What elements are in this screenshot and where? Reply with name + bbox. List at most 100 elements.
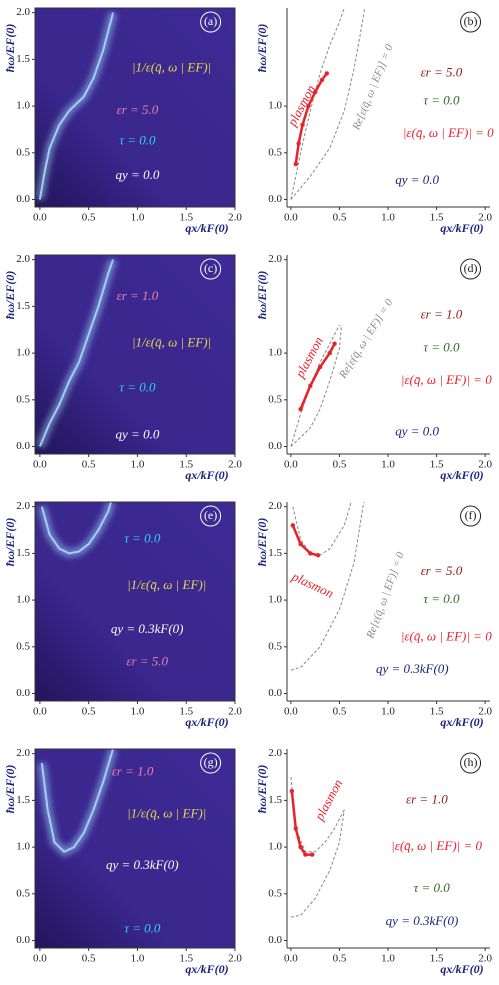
x-axis-label: qx/kF(0) — [440, 468, 483, 482]
y-tick-label: 1.5 — [268, 547, 282, 559]
x-tick-label: 1.5 — [430, 953, 444, 965]
panel-label-ring — [200, 505, 222, 527]
x-axis-label: qx/kF(0) — [185, 962, 228, 976]
ridge — [38, 259, 114, 447]
panel-label: (a) — [204, 14, 217, 28]
panel-label-ring — [200, 258, 222, 280]
annotation: qy = 0.3kF(0) — [111, 621, 184, 636]
panel: 0.0 0.5 1.0 1.5 2.0 0.0 0.5 1.0 qx/kF(0) ħω/EF(0)… — [255, 7, 494, 235]
x-tick-label: 1.5 — [179, 459, 193, 471]
x-tick-label: 0.5 — [333, 212, 347, 224]
frame — [34, 254, 236, 455]
y-tick-label: 1.5 — [268, 794, 282, 806]
y-tick-label: 0.0 — [16, 440, 30, 452]
annotation: |1/ε(q̄, ω | EF)| — [127, 577, 206, 592]
plasmon-line — [299, 343, 336, 410]
y-tick-label: 1.5 — [16, 53, 30, 65]
y-tick-label: 2.0 — [16, 6, 30, 18]
x-tick-label: 0.5 — [82, 953, 96, 965]
frame — [34, 7, 236, 208]
annotation: plasmon — [311, 777, 345, 824]
annotation: qy = 0.3kF(0) — [376, 661, 449, 676]
panel: 0.0 0.5 1.0 1.5 2.00.00.51.01.52.0qx/kF(0)ħω… — [3, 500, 243, 729]
plasmon-line — [290, 790, 313, 856]
annotation: τ = 0.0 — [124, 920, 161, 935]
y-tick-label: 1.0 — [268, 594, 282, 606]
y-tick-label: 2.0 — [16, 500, 30, 512]
annotation: |1/ε(q̄, ω | EF)| — [132, 60, 211, 75]
x-tick-label: 2.0 — [228, 706, 242, 718]
panel-label-ring — [460, 505, 482, 527]
y-tick-label: 0.5 — [16, 640, 30, 652]
panel: 0.0 0.5 1.0 1.5 2.00.00.51.01.52.0qx/kF(0)ħω… — [255, 500, 493, 729]
x-tick-label: 0.5 — [333, 459, 347, 471]
y-tick-label: 0.0 — [268, 687, 282, 699]
panel-label-ring — [460, 752, 482, 774]
annotation: plasmon — [289, 568, 336, 601]
x-axis-label: qx/kF(0) — [440, 715, 483, 729]
y-axis-label: ħω/EF(0) — [3, 765, 17, 814]
boundary-curve — [290, 7, 345, 200]
y-tick-label: 1.0 — [16, 347, 30, 359]
x-tick-label: 0.0 — [284, 212, 298, 224]
y-tick-label: 0.0 — [16, 934, 30, 946]
annotation: εr = 5.0 — [117, 102, 159, 117]
y-tick-label: 1.0 — [268, 347, 282, 359]
y-tick-label: 0.5 — [16, 146, 30, 158]
x-tick-label: 0.5 — [82, 212, 96, 224]
y-axis-label: ħω/EF(0) — [3, 24, 17, 73]
density-shade — [35, 255, 235, 454]
x-tick-label: 2.0 — [228, 953, 242, 965]
annotation: εr = 5.0 — [421, 64, 463, 79]
annotation: εr = 1.0 — [421, 307, 463, 322]
boundary-curve — [290, 7, 366, 200]
ridge — [40, 502, 113, 555]
x-tick-label: 1.0 — [131, 706, 145, 718]
x-tick-label: 0.0 — [33, 706, 47, 718]
x-axis-label: qx/kF(0) — [185, 715, 228, 729]
annotation: τ = 0.0 — [119, 133, 156, 148]
x-tick-label: 0.0 — [33, 212, 47, 224]
x-tick-label: 1.5 — [179, 212, 193, 224]
annotation: |ε(q̄, ω | EF)| = 0 — [401, 372, 492, 387]
annotation: |ε(q̄, ω | EF)| = 0 — [401, 628, 492, 643]
boundary-curve — [290, 325, 342, 447]
annotation: Re[ε(q̄, ω | EF)] = 0 — [350, 42, 396, 132]
x-tick-label: 0.5 — [82, 459, 96, 471]
x-tick-label: 1.0 — [381, 953, 395, 965]
y-tick-label: 2.0 — [16, 747, 30, 759]
annotation: qy = 0.0 — [116, 167, 160, 182]
y-tick-label: 0.0 — [268, 193, 282, 205]
annotation: |1/ε(q̄, ω | EF)| — [132, 335, 211, 350]
frame — [34, 748, 236, 949]
annotation: qy = 0.0 — [116, 426, 160, 441]
annotation: εr = 1.0 — [112, 763, 154, 778]
x-tick-label: 0.0 — [33, 953, 47, 965]
x-tick-label: 2.0 — [478, 212, 492, 224]
x-tick-label: 2.0 — [228, 212, 242, 224]
y-tick-label: 0.5 — [268, 887, 282, 899]
density-shade — [35, 502, 235, 701]
y-tick-label: 0.0 — [16, 687, 30, 699]
annotation: Re[ε(q̄, ω | EF)] = 0 — [337, 297, 396, 382]
y-tick-label: 1.5 — [16, 300, 30, 312]
annotation: |1/ε(q̄, ω | EF)| — [127, 805, 206, 820]
panel-label: (d) — [464, 261, 478, 275]
annotation: τ = 0.0 — [414, 880, 451, 895]
y-tick-label: 0.0 — [268, 440, 282, 452]
y-tick-label: 0.5 — [16, 887, 30, 899]
x-tick-label: 1.0 — [381, 706, 395, 718]
x-tick-label: 1.0 — [131, 953, 145, 965]
panel-label: (c) — [204, 261, 217, 275]
annotation: |ε(q̄, ω | EF)| = 0 — [391, 838, 482, 853]
frame — [34, 501, 236, 702]
panel-label: (g) — [204, 755, 218, 769]
y-axis-label: ħω/EF(0) — [255, 765, 269, 814]
y-tick-label: 1.0 — [268, 841, 282, 853]
y-tick-label: 1.0 — [16, 100, 30, 112]
x-tick-label: 1.5 — [179, 953, 193, 965]
y-tick-label: 1.0 — [268, 100, 282, 112]
panel: 0.0 0.5 1.0 1.5 2.00.00.51.01.52.0qx/kF(0)ħω… — [3, 6, 243, 235]
y-tick-label: 0.5 — [268, 393, 282, 405]
y-axis-label: ħω/EF(0) — [255, 271, 269, 320]
